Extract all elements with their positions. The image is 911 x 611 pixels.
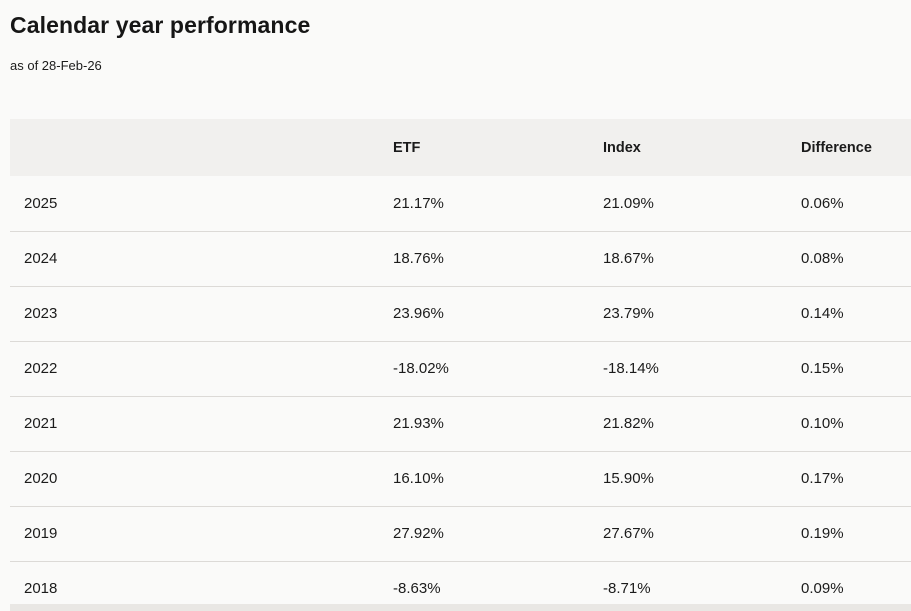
cell-index: 21.09% [603, 176, 801, 231]
cell-etf: 27.92% [393, 505, 603, 561]
cell-difference: 0.06% [801, 176, 911, 231]
table-row: 2018 -8.63% -8.71% 0.09% [10, 560, 911, 611]
performance-table: ETF Index Difference 2025 21.17% 21.09% 0.0… [10, 119, 911, 611]
cell-year: 2025 [10, 176, 393, 231]
cell-index: -18.14% [603, 340, 801, 396]
table-row: 2019 27.92% 27.67% 0.19% [10, 505, 911, 561]
table-body: 2025 21.17% 21.09% 0.06% 2024 18.76% 18.67% 0.0… [10, 176, 911, 611]
cell-year: 2018 [10, 560, 393, 611]
performance-table-wrapper: ETF Index Difference 2025 21.17% 21.09% 0.0… [10, 119, 911, 611]
cell-index: 23.79% [603, 285, 801, 341]
cell-etf: -8.63% [393, 560, 603, 611]
cell-index: 18.67% [603, 230, 801, 286]
column-header-etf: ETF [393, 119, 603, 176]
cell-etf: 18.76% [393, 230, 603, 286]
table-row: 2022 -18.02% -18.14% 0.15% [10, 340, 911, 396]
cell-difference: 0.19% [801, 505, 911, 561]
cell-year: 2020 [10, 450, 393, 506]
column-header-index: Index [603, 119, 801, 176]
cell-index: 15.90% [603, 450, 801, 506]
cell-difference: 0.14% [801, 285, 911, 341]
table-row: 2020 16.10% 15.90% 0.17% [10, 450, 911, 506]
cell-index: 27.67% [603, 505, 801, 561]
cell-difference: 0.09% [801, 560, 911, 611]
cell-index: -8.71% [603, 560, 801, 611]
cell-etf: 23.96% [393, 285, 603, 341]
table-header-row: ETF Index Difference [10, 119, 911, 176]
cell-index: 21.82% [603, 395, 801, 451]
cell-year: 2021 [10, 395, 393, 451]
cell-etf: 16.10% [393, 450, 603, 506]
column-header-difference: Difference [801, 119, 911, 176]
table-row: 2023 23.96% 23.79% 0.14% [10, 285, 911, 341]
cell-year: 2019 [10, 505, 393, 561]
cell-difference: 0.10% [801, 395, 911, 451]
cell-year: 2024 [10, 230, 393, 286]
as-of-date: as of 28-Feb-26 [10, 58, 102, 73]
cell-year: 2022 [10, 340, 393, 396]
page-title: Calendar year performance [10, 12, 311, 38]
table-row: 2025 21.17% 21.09% 0.06% [10, 176, 911, 231]
cell-difference: 0.17% [801, 450, 911, 506]
horizontal-scrollbar-track[interactable] [10, 604, 911, 611]
cell-etf: -18.02% [393, 340, 603, 396]
table-row: 2021 21.93% 21.82% 0.10% [10, 395, 911, 451]
cell-etf: 21.93% [393, 395, 603, 451]
table-row: 2024 18.76% 18.67% 0.08% [10, 230, 911, 286]
table-header: ETF Index Difference [10, 119, 911, 176]
column-header-year [10, 119, 393, 176]
cell-difference: 0.15% [801, 340, 911, 396]
cell-etf: 21.17% [393, 176, 603, 231]
cell-year: 2023 [10, 285, 393, 341]
cell-difference: 0.08% [801, 230, 911, 286]
